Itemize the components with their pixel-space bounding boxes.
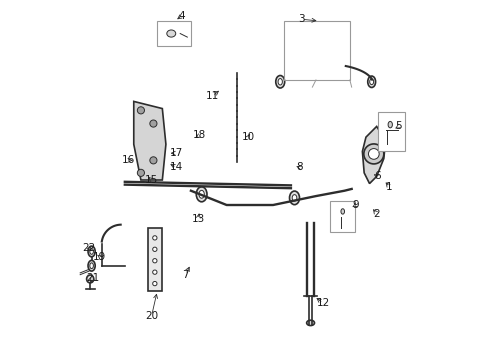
Ellipse shape bbox=[340, 209, 344, 214]
Circle shape bbox=[152, 270, 157, 274]
Ellipse shape bbox=[367, 76, 375, 87]
Ellipse shape bbox=[289, 191, 299, 204]
Circle shape bbox=[149, 157, 157, 164]
Circle shape bbox=[367, 149, 378, 159]
Text: 6: 6 bbox=[373, 171, 380, 181]
Circle shape bbox=[152, 282, 157, 286]
Text: 14: 14 bbox=[170, 162, 183, 172]
Text: 3: 3 bbox=[298, 14, 305, 24]
Text: 22: 22 bbox=[82, 243, 96, 253]
Circle shape bbox=[152, 247, 157, 251]
Text: 2: 2 bbox=[373, 209, 379, 219]
Polygon shape bbox=[362, 126, 385, 184]
Text: 13: 13 bbox=[191, 214, 204, 224]
Ellipse shape bbox=[306, 320, 314, 325]
Polygon shape bbox=[134, 102, 165, 180]
Text: 4: 4 bbox=[178, 11, 185, 21]
Bar bbox=[157, 21, 190, 46]
Text: 20: 20 bbox=[145, 311, 158, 321]
Bar bbox=[148, 228, 162, 291]
Ellipse shape bbox=[387, 121, 391, 128]
Ellipse shape bbox=[199, 190, 204, 198]
Ellipse shape bbox=[369, 79, 373, 85]
Ellipse shape bbox=[196, 187, 206, 202]
Ellipse shape bbox=[86, 275, 94, 283]
Text: 5: 5 bbox=[395, 121, 401, 131]
Ellipse shape bbox=[278, 78, 282, 85]
Ellipse shape bbox=[90, 249, 93, 254]
Text: 12: 12 bbox=[316, 298, 329, 308]
Text: 21: 21 bbox=[86, 273, 99, 283]
Text: 11: 11 bbox=[205, 91, 219, 101]
Ellipse shape bbox=[275, 76, 284, 88]
Bar bbox=[378, 112, 405, 152]
Ellipse shape bbox=[90, 263, 93, 269]
Text: 19: 19 bbox=[93, 252, 106, 262]
Text: 7: 7 bbox=[182, 270, 188, 280]
Text: 15: 15 bbox=[145, 175, 158, 185]
Circle shape bbox=[152, 258, 157, 263]
Bar bbox=[283, 21, 349, 80]
Text: 16: 16 bbox=[122, 156, 135, 165]
Circle shape bbox=[137, 107, 144, 114]
Ellipse shape bbox=[88, 260, 95, 271]
Text: 8: 8 bbox=[296, 162, 303, 172]
Ellipse shape bbox=[166, 30, 175, 37]
Text: 1: 1 bbox=[386, 182, 392, 192]
Bar bbox=[329, 202, 354, 232]
Text: 10: 10 bbox=[241, 132, 254, 142]
Circle shape bbox=[137, 169, 144, 176]
Circle shape bbox=[149, 120, 157, 127]
Text: 17: 17 bbox=[170, 148, 183, 158]
Ellipse shape bbox=[88, 246, 95, 257]
Circle shape bbox=[363, 144, 383, 164]
Text: 9: 9 bbox=[352, 200, 359, 210]
Text: 18: 18 bbox=[193, 130, 206, 140]
Ellipse shape bbox=[292, 195, 296, 201]
Circle shape bbox=[152, 236, 157, 240]
